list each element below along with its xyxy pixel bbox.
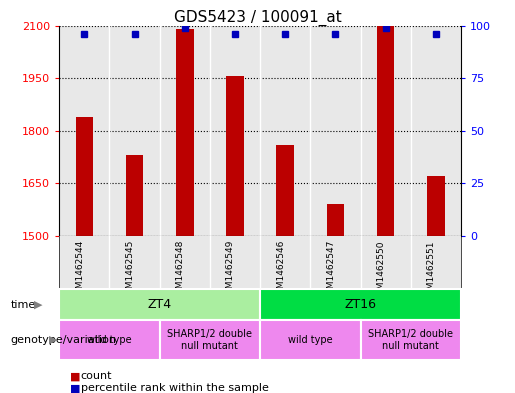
Text: ZT4: ZT4 — [148, 298, 171, 311]
Text: GSM1462544: GSM1462544 — [75, 240, 84, 300]
Bar — [76, 117, 93, 236]
Text: GSM1462546: GSM1462546 — [276, 240, 285, 300]
Text: GSM1462545: GSM1462545 — [126, 240, 134, 300]
Bar — [59, 320, 160, 360]
Text: ZT16: ZT16 — [345, 298, 376, 311]
Bar — [59, 289, 260, 320]
Text: ■: ■ — [70, 371, 80, 382]
Text: time: time — [10, 299, 36, 310]
Text: GSM1462547: GSM1462547 — [327, 240, 335, 300]
Text: count: count — [81, 371, 112, 382]
Text: GSM1462551: GSM1462551 — [427, 240, 436, 301]
Text: GDS5423 / 100091_at: GDS5423 / 100091_at — [174, 10, 341, 26]
Text: ■: ■ — [70, 383, 80, 393]
Bar — [176, 29, 194, 236]
Bar — [260, 320, 360, 360]
Bar — [360, 320, 461, 360]
Bar — [260, 289, 461, 320]
Bar — [327, 204, 344, 236]
Bar — [427, 176, 444, 236]
Text: GSM1462549: GSM1462549 — [226, 240, 235, 300]
Text: GSM1462548: GSM1462548 — [176, 240, 185, 300]
Text: wild type: wild type — [87, 335, 132, 345]
Text: ▶: ▶ — [33, 299, 42, 310]
Text: GSM1462550: GSM1462550 — [376, 240, 386, 301]
Bar — [126, 155, 143, 236]
Text: wild type: wild type — [288, 335, 333, 345]
Bar — [226, 76, 244, 236]
Bar — [160, 320, 260, 360]
Text: SHARP1/2 double
null mutant: SHARP1/2 double null mutant — [167, 329, 252, 351]
Text: genotype/variation: genotype/variation — [10, 335, 116, 345]
Bar — [377, 26, 394, 236]
Text: percentile rank within the sample: percentile rank within the sample — [81, 383, 269, 393]
Text: SHARP1/2 double
null mutant: SHARP1/2 double null mutant — [368, 329, 453, 351]
Bar — [277, 145, 294, 236]
Text: ▶: ▶ — [49, 335, 58, 345]
